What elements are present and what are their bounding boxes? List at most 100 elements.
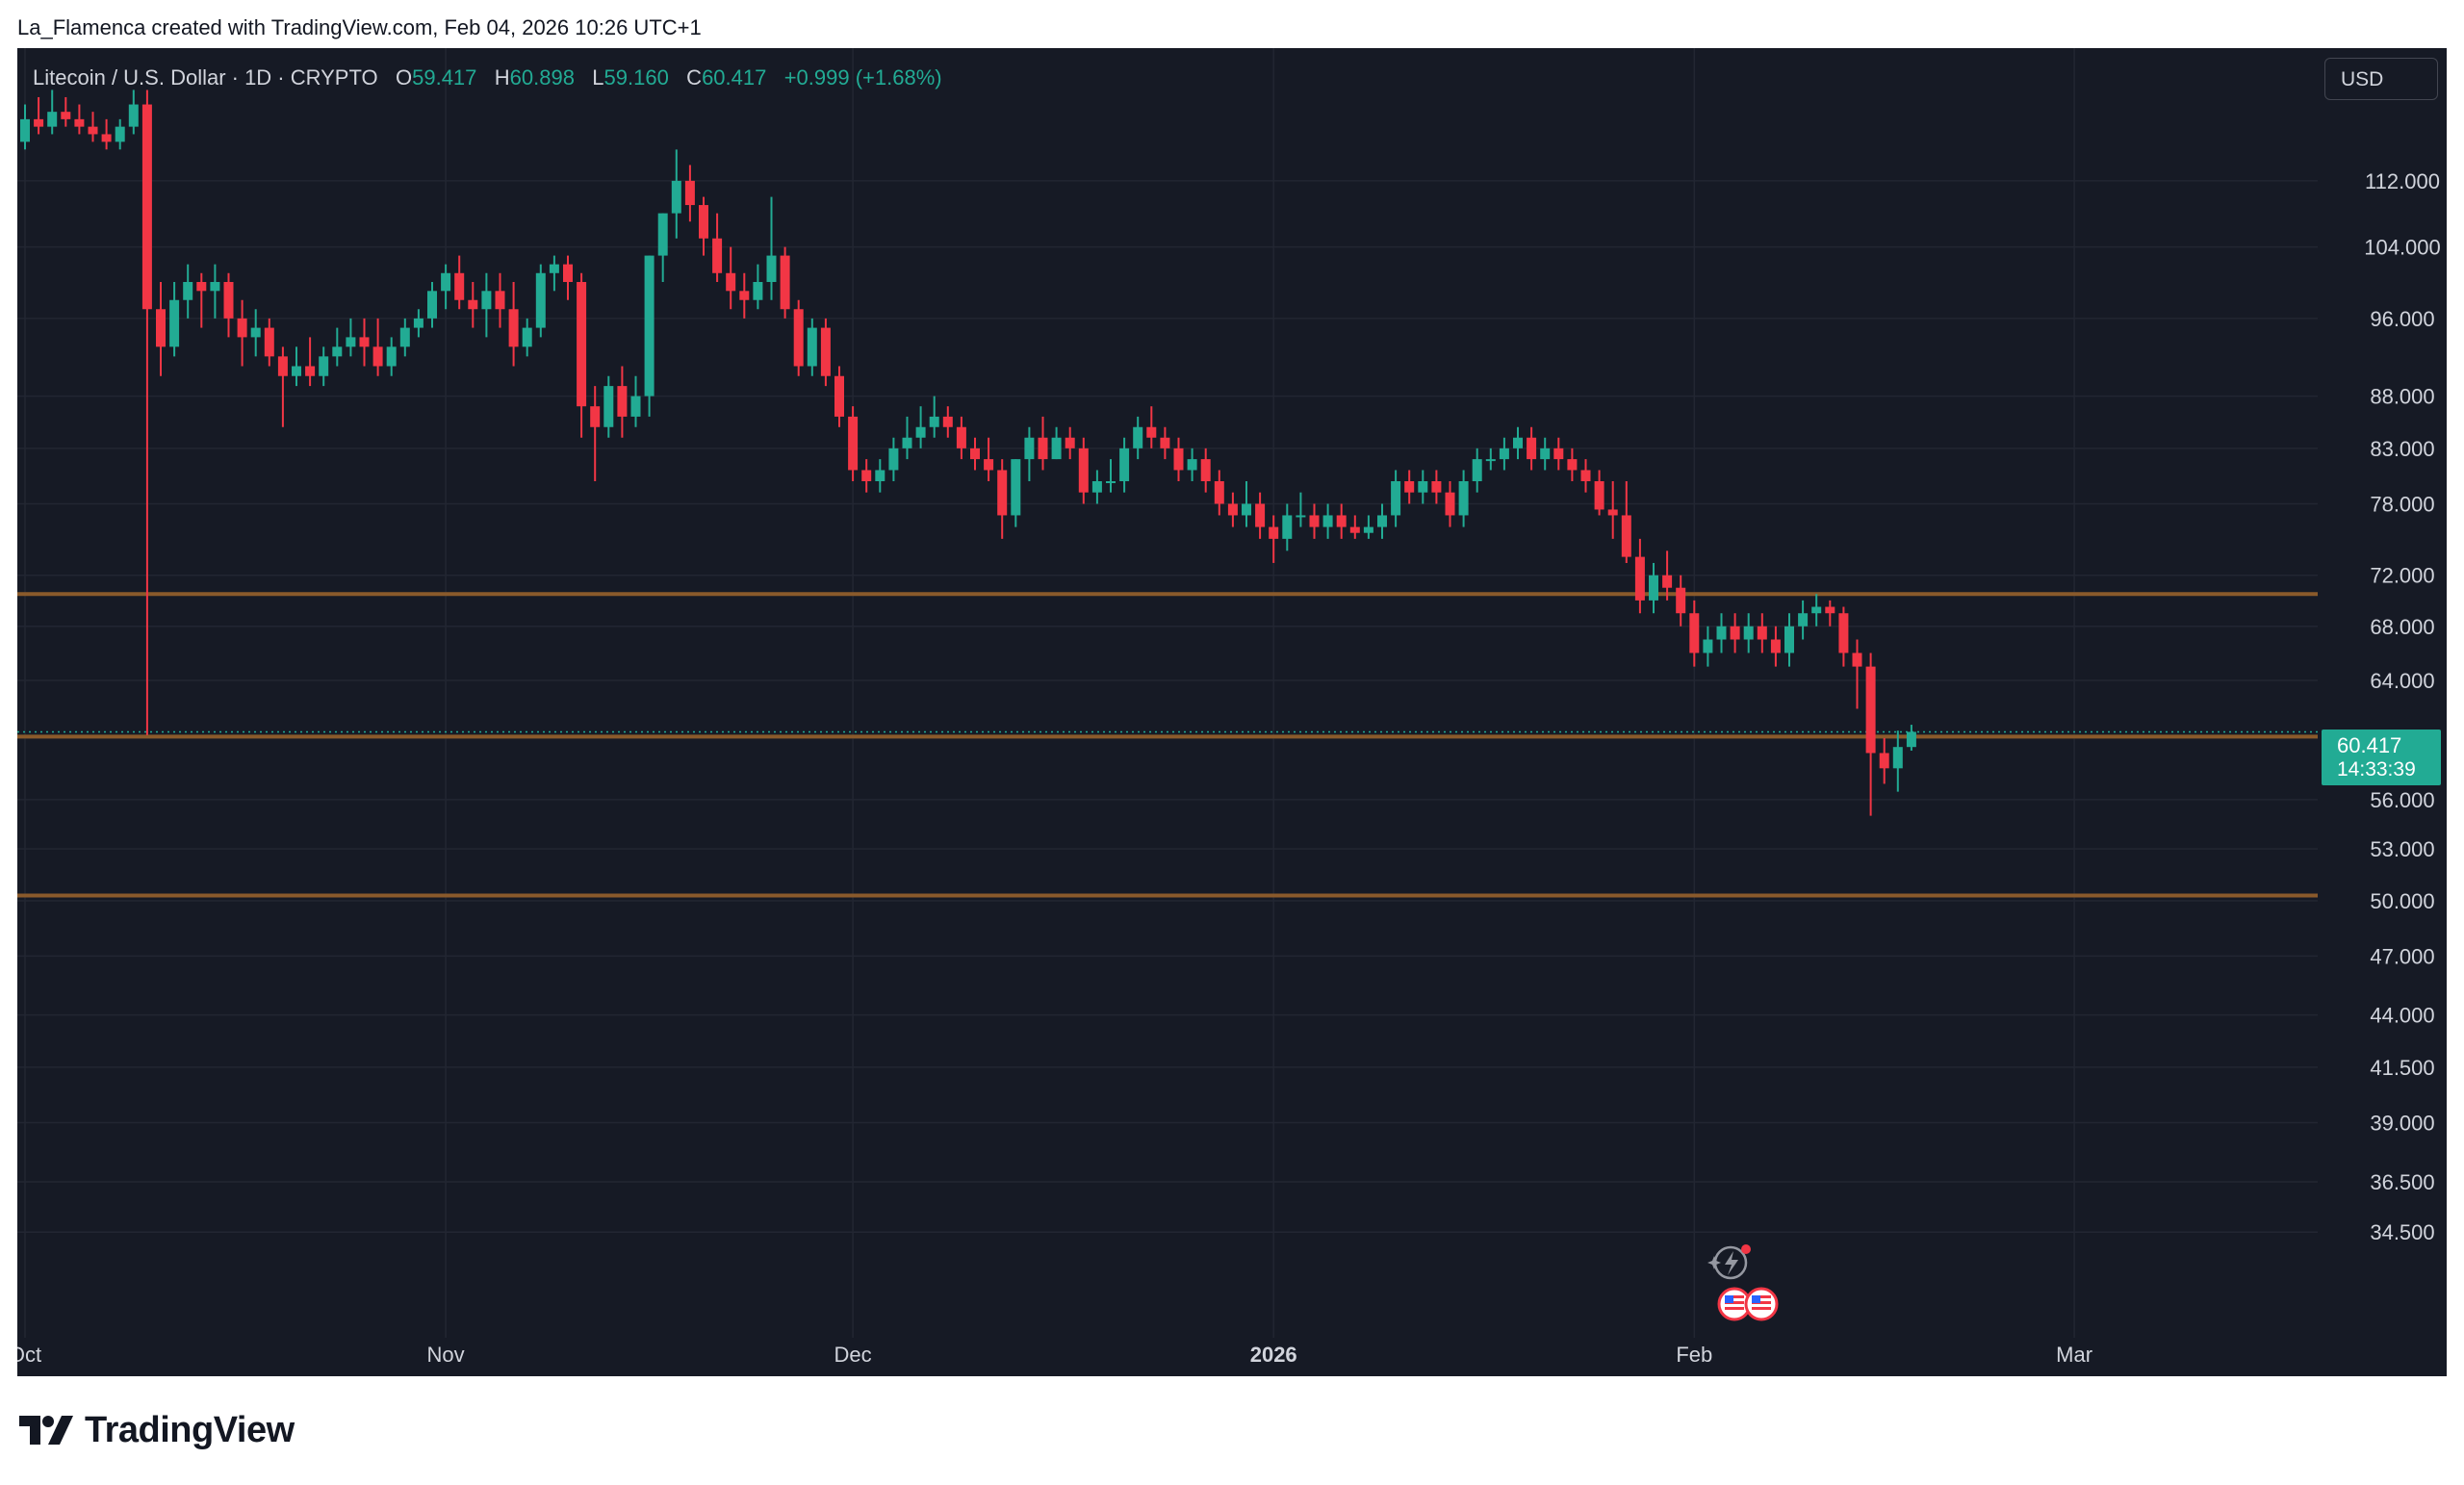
candle[interactable] — [1825, 600, 1835, 627]
candle[interactable] — [1798, 600, 1809, 640]
candle[interactable] — [386, 337, 397, 376]
candle[interactable] — [1770, 626, 1781, 667]
candle[interactable] — [481, 272, 492, 338]
candle[interactable] — [495, 272, 505, 328]
candle[interactable] — [441, 264, 451, 310]
candle[interactable] — [848, 406, 859, 481]
candle[interactable] — [115, 118, 125, 150]
candlestick-chart[interactable]: 112.000 104.000 96.000 88.000 83.000 78.000 72… — [17, 48, 2447, 1376]
candle[interactable] — [915, 406, 926, 448]
candle[interactable] — [726, 246, 736, 310]
candle[interactable] — [1309, 503, 1320, 539]
candle[interactable] — [522, 318, 532, 357]
tradingview-logo[interactable]: TradingView — [19, 1410, 295, 1450]
candle[interactable] — [508, 281, 519, 367]
candle[interactable] — [1838, 606, 1849, 667]
candle[interactable] — [902, 416, 912, 460]
candle[interactable] — [617, 366, 628, 438]
candle[interactable] — [305, 337, 316, 387]
candle[interactable] — [1906, 725, 1916, 751]
candle[interactable] — [223, 272, 234, 338]
candle[interactable] — [766, 196, 777, 300]
candle[interactable] — [372, 318, 383, 376]
candle[interactable] — [1227, 492, 1238, 527]
candle[interactable] — [47, 90, 58, 135]
candle[interactable] — [454, 255, 465, 310]
candle[interactable] — [196, 272, 207, 328]
candle[interactable] — [1513, 426, 1523, 460]
candle[interactable] — [1716, 613, 1727, 653]
candle[interactable] — [427, 281, 437, 328]
event-icons[interactable] — [1707, 1244, 1779, 1321]
lightning-icon[interactable] — [1707, 1244, 1751, 1280]
candle[interactable] — [1282, 503, 1293, 551]
candle[interactable] — [657, 213, 668, 282]
candle[interactable] — [1363, 515, 1373, 539]
candle[interactable] — [399, 318, 410, 357]
candle[interactable] — [156, 281, 166, 376]
candle[interactable] — [61, 96, 71, 127]
symbol-name[interactable]: Litecoin / U.S. Dollar · 1D · CRYPTO — [33, 65, 378, 90]
candle[interactable] — [237, 299, 247, 367]
candle[interactable] — [319, 346, 329, 387]
candle[interactable] — [101, 118, 112, 150]
candle[interactable] — [1621, 480, 1631, 563]
candle[interactable] — [1214, 470, 1224, 516]
candle[interactable] — [141, 90, 152, 735]
candle[interactable] — [984, 437, 994, 481]
candle[interactable] — [577, 272, 587, 438]
candle[interactable] — [1499, 437, 1509, 471]
candle[interactable] — [1255, 492, 1266, 539]
candle[interactable] — [1065, 426, 1075, 460]
candle[interactable] — [1553, 437, 1564, 471]
candle[interactable] — [875, 459, 886, 493]
candle[interactable] — [1146, 406, 1157, 448]
candle[interactable] — [1418, 470, 1428, 504]
candle[interactable] — [468, 281, 478, 328]
candle[interactable] — [1527, 426, 1537, 471]
candle[interactable] — [292, 346, 301, 387]
candle[interactable] — [1106, 459, 1116, 493]
candle[interactable] — [169, 281, 180, 357]
candle[interactable] — [929, 396, 939, 438]
candle[interactable] — [1391, 470, 1401, 527]
candle[interactable] — [1011, 459, 1021, 527]
candle[interactable] — [1594, 470, 1604, 516]
candle[interactable] — [997, 459, 1008, 539]
candle[interactable] — [1784, 613, 1794, 667]
us-flag-icon[interactable] — [1744, 1287, 1779, 1321]
candle[interactable] — [1200, 448, 1211, 493]
candle[interactable] — [684, 165, 695, 222]
candle[interactable] — [210, 264, 220, 319]
candle[interactable] — [1879, 737, 1889, 784]
candle[interactable] — [1133, 416, 1143, 460]
candle[interactable] — [712, 213, 723, 282]
candle[interactable] — [1078, 437, 1089, 504]
candle[interactable] — [807, 318, 817, 376]
candle[interactable] — [1743, 613, 1754, 653]
candle[interactable] — [820, 318, 831, 387]
candle[interactable] — [332, 327, 343, 367]
candle[interactable] — [1119, 437, 1130, 493]
candle[interactable] — [563, 255, 573, 300]
candle[interactable] — [1811, 594, 1822, 627]
candle[interactable] — [535, 264, 546, 338]
candle[interactable] — [793, 299, 804, 376]
chart-pane[interactable]: 112.000 104.000 96.000 88.000 83.000 78.000 72… — [17, 48, 2447, 1376]
candle[interactable] — [1649, 562, 1658, 614]
candle[interactable] — [590, 386, 601, 481]
candle[interactable] — [1634, 538, 1645, 614]
candle[interactable] — [1580, 459, 1591, 493]
candle[interactable] — [671, 149, 681, 239]
candle[interactable] — [74, 104, 85, 135]
candle[interactable] — [1377, 503, 1387, 539]
candle[interactable] — [346, 318, 356, 357]
candle[interactable] — [1567, 448, 1578, 481]
candle[interactable] — [1051, 426, 1062, 460]
candle[interactable] — [1322, 503, 1333, 539]
candle[interactable] — [1404, 470, 1415, 504]
candle[interactable] — [739, 272, 750, 319]
candle[interactable] — [1091, 470, 1102, 504]
candle[interactable] — [1757, 613, 1767, 653]
candle[interactable] — [834, 366, 844, 427]
